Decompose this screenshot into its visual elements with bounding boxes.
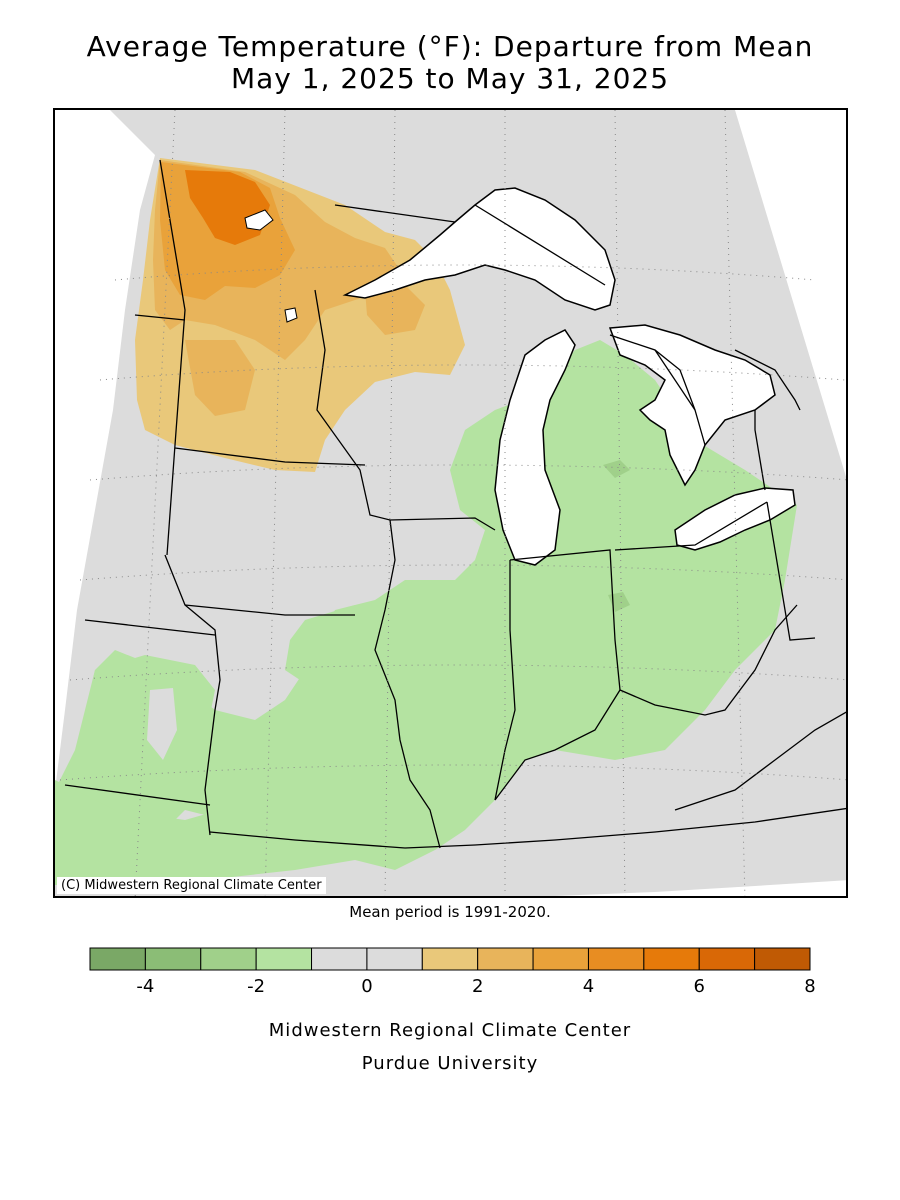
warm-region-superior-south — [365, 285, 425, 335]
lake-michigan — [494, 329, 576, 566]
legend-bin — [200, 947, 257, 971]
map-svg — [55, 110, 846, 896]
legend-bin — [366, 947, 423, 971]
legend-tick: 0 — [361, 976, 373, 997]
legend-bin — [587, 947, 645, 971]
color-legend-bar — [89, 947, 811, 971]
legend-bin — [754, 947, 811, 971]
state-borders — [64, 159, 846, 849]
legend-bin — [532, 947, 589, 971]
credit-organization: Midwestern Regional Climate Center — [268, 1020, 632, 1041]
copyright-label: (C) Midwestern Regional Climate Center — [57, 877, 326, 894]
lake-mille-lacs — [284, 307, 298, 323]
map-title: Average Temperature (°F): Departure from… — [86, 30, 814, 63]
legend-tick: -2 — [247, 976, 266, 997]
lake-superior — [342, 187, 616, 311]
legend-tick: 2 — [471, 976, 484, 997]
legend-bin — [144, 947, 202, 971]
legend-tick: 6 — [693, 976, 705, 997]
legend-bin — [89, 947, 146, 971]
cool-region-iowa — [285, 605, 385, 700]
legend-bin — [643, 947, 700, 971]
legend-bin — [421, 947, 479, 971]
cool-region-michigan-spot — [603, 460, 630, 478]
lake-of-the-woods — [244, 209, 274, 231]
legend-tick-labels: -4 -2 0 2 4 6 8 — [0, 976, 900, 998]
legend-tick: 4 — [582, 976, 595, 997]
map-date-range: May 1, 2025 to May 31, 2025 — [230, 62, 670, 95]
temperature-departure-map: (C) Midwestern Regional Climate Center — [53, 108, 848, 898]
mean-period-note: Mean period is 1991-2020. — [349, 903, 551, 921]
legend-bin — [477, 947, 534, 971]
graticule — [59, 110, 846, 896]
legend-bin — [311, 947, 368, 971]
cool-region-west-hole — [147, 688, 177, 760]
legend-bin — [698, 947, 756, 971]
legend-bin — [255, 947, 313, 971]
credit-university: Purdue University — [361, 1053, 539, 1074]
legend-tick: 8 — [804, 976, 816, 997]
legend-tick: -4 — [136, 976, 155, 997]
warm-region-sd — [185, 340, 255, 416]
cool-region-west — [75, 655, 215, 800]
